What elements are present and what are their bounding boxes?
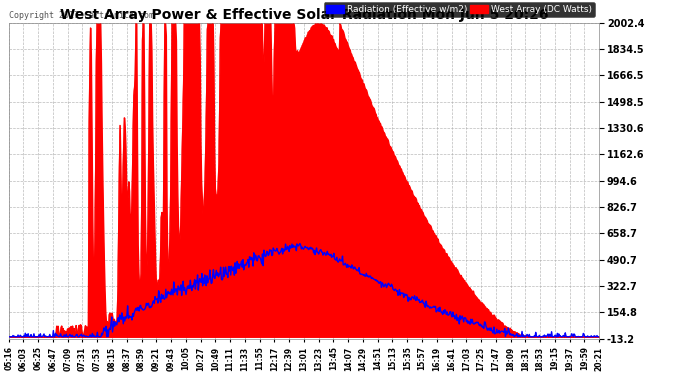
- Title: West Array Power & Effective Solar Radiation Mon Jun 5 20:26: West Array Power & Effective Solar Radia…: [59, 8, 548, 22]
- Text: Copyright 2017 Cartronics.com: Copyright 2017 Cartronics.com: [9, 10, 154, 20]
- Legend: Radiation (Effective w/m2), West Array (DC Watts): Radiation (Effective w/m2), West Array (…: [324, 2, 595, 16]
